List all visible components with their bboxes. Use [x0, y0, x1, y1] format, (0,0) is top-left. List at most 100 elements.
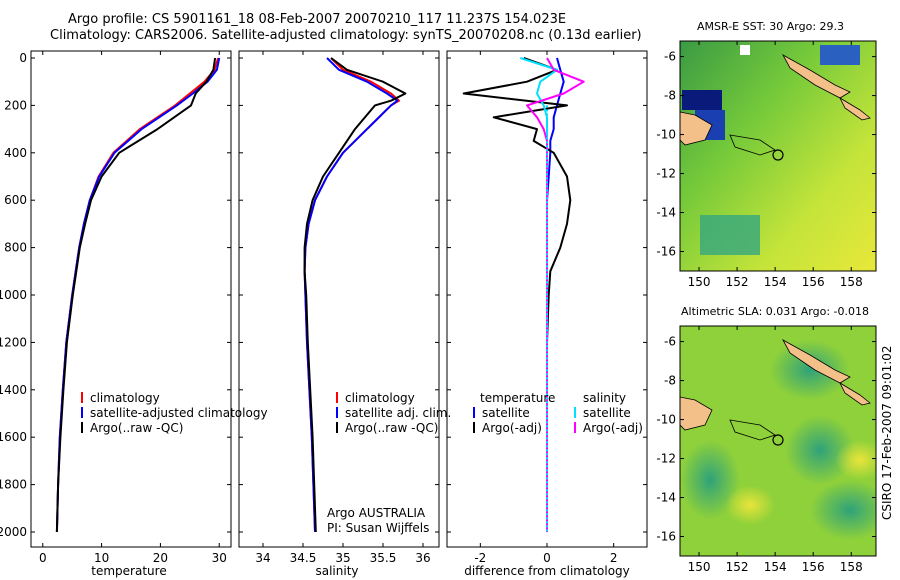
map-y-tick-label: -12 — [656, 452, 676, 466]
legend-climatology: climatology — [90, 391, 160, 405]
map-x-tick-label: 152 — [726, 275, 749, 289]
salinity-xlabel: salinity — [315, 564, 358, 578]
sla-map-title: Altimetric SLA: 0.031 Argo: -0.018 — [681, 305, 869, 318]
map-y-tick-label: -14 — [656, 491, 676, 505]
float-position-marker — [772, 434, 784, 446]
x-tick-label: 35 — [335, 551, 350, 565]
map-x-tick-label: 154 — [764, 275, 787, 289]
sla-low — [770, 340, 850, 400]
cool-patch — [700, 215, 760, 255]
series-line-climatology — [303, 57, 400, 533]
map-y-tick-label: -10 — [656, 413, 676, 427]
y-tick-label: 2000 — [0, 525, 27, 539]
x-tick-label: 10 — [94, 551, 109, 565]
temperature-panel-frame — [30, 50, 232, 548]
land-new-britain — [782, 338, 851, 384]
y-tick-label: 800 — [4, 241, 27, 255]
header-line-2: Climatology: CARS2006. Satellite-adjuste… — [50, 28, 642, 43]
x-tick-label: 34.5 — [290, 551, 317, 565]
land-solomon-islands — [839, 381, 871, 406]
sla-low — [810, 480, 876, 540]
x-tick-label: 2 — [610, 551, 618, 565]
sst-map: 150 152 154 156 158 -6 -8 -10 -12 -14 -16 — [656, 40, 877, 289]
sla-high — [725, 485, 775, 525]
salinity-panel-frame — [238, 50, 440, 548]
legend-argo: Argo(..raw -QC) — [345, 421, 438, 435]
sla-low — [680, 440, 740, 520]
map-x-tick-label: 152 — [726, 560, 749, 574]
x-tick-label: 35.5 — [370, 551, 397, 565]
y-tick-label: 1600 — [0, 430, 27, 444]
y-tick-label: 200 — [4, 98, 27, 112]
sla-high — [835, 440, 876, 480]
y-tick-label: 1000 — [0, 288, 27, 302]
map-x-tick-label: 150 — [688, 275, 711, 289]
sst-map-frame — [679, 40, 877, 272]
series-line-argo-raw-qc- — [55, 57, 217, 533]
x-tick-label: 36 — [415, 551, 430, 565]
sla-map: 150 152 154 156 158 -6 -8 -10 -12 -14 -16 — [656, 325, 877, 574]
cold-patch — [682, 90, 722, 110]
float-pi-annotation: PI: Susan Wijffels — [327, 521, 429, 535]
y-tick-label: 600 — [4, 193, 27, 207]
float-owner-annotation: Argo AUSTRALIA — [327, 506, 426, 520]
float-position-marker — [772, 149, 784, 161]
difference-xlabel: difference from climatology — [464, 564, 630, 578]
difference-legend-temperature: temperature satellite Argo(-adj) — [473, 391, 555, 435]
map-x-tick-label: 158 — [840, 560, 863, 574]
map-y-tick-label: -8 — [664, 89, 676, 103]
y-tick-label: 0 — [19, 51, 27, 65]
y-tick-label: 400 — [4, 146, 27, 160]
map-y-tick-label: -14 — [656, 206, 676, 220]
series-line-salinity-satellite — [519, 57, 558, 532]
cold-patch — [820, 45, 860, 65]
x-tick-label: 20 — [153, 551, 168, 565]
y-tick-label: 1200 — [0, 335, 27, 349]
legend-satellite-adj: satellite adj. clim. — [345, 406, 451, 420]
salinity-plot: 34 34.5 35 35.5 36 — [239, 51, 439, 565]
temperature-xlabel: temperature — [91, 564, 166, 578]
x-tick-label: 34 — [255, 551, 270, 565]
map-y-tick-label: -6 — [664, 335, 676, 349]
legend-title-salinity: salinity — [583, 391, 626, 405]
sla-map-frame — [679, 325, 877, 557]
land-louisiade — [729, 134, 776, 156]
map-y-tick-label: -12 — [656, 167, 676, 181]
land-louisiade — [729, 419, 776, 441]
map-x-tick-label: 154 — [764, 560, 787, 574]
x-tick-label: 0 — [39, 551, 47, 565]
missing-data-patch — [740, 45, 750, 55]
map-x-tick-label: 156 — [802, 560, 825, 574]
y-tick-label: 1400 — [0, 383, 27, 397]
legend-argo: Argo(..raw -QC) — [90, 421, 183, 435]
legend-temp-argo: Argo(-adj) — [482, 421, 542, 435]
land-new-guinea-tip — [680, 111, 713, 146]
series-line-satellite-adjusted-climatology — [55, 57, 221, 533]
legend-temp-satellite: satellite — [482, 406, 530, 420]
temperature-plot: 0 10 20 30 0 200 400 600 800 1000 1200 1400 1600 1800… — [0, 51, 231, 565]
y-tick-label: 1800 — [0, 478, 27, 492]
difference-legend-salinity: salinity satellite Argo(-adj) — [574, 391, 643, 435]
salinity-legend: climatology satellite adj. clim. Argo(..… — [336, 391, 451, 435]
legend-satellite-adjusted: satellite-adjusted climatology — [90, 406, 268, 420]
legend-title-temperature: temperature — [480, 391, 555, 405]
legend-sal-argo: Argo(-adj) — [583, 421, 643, 435]
sst-map-title: AMSR-E SST: 30 Argo: 29.3 — [697, 20, 845, 33]
difference-plot: -2 0 2 — [447, 51, 647, 565]
map-y-tick-label: -10 — [656, 128, 676, 142]
land-new-britain — [782, 53, 851, 99]
x-tick-label: -2 — [474, 551, 486, 565]
map-y-tick-label: -16 — [656, 530, 676, 544]
map-y-tick-label: -8 — [664, 374, 676, 388]
legend-climatology: climatology — [345, 391, 415, 405]
x-tick-label: 0 — [543, 551, 551, 565]
temperature-legend: climatology satellite-adjusted climatolo… — [81, 391, 268, 435]
map-x-tick-label: 156 — [802, 275, 825, 289]
x-tick-label: 30 — [212, 551, 227, 565]
map-x-tick-label: 158 — [840, 275, 863, 289]
land-solomon-islands — [839, 96, 871, 121]
map-y-tick-label: -16 — [656, 245, 676, 259]
land-new-guinea-tip — [680, 396, 713, 431]
legend-sal-satellite: satellite — [583, 406, 631, 420]
